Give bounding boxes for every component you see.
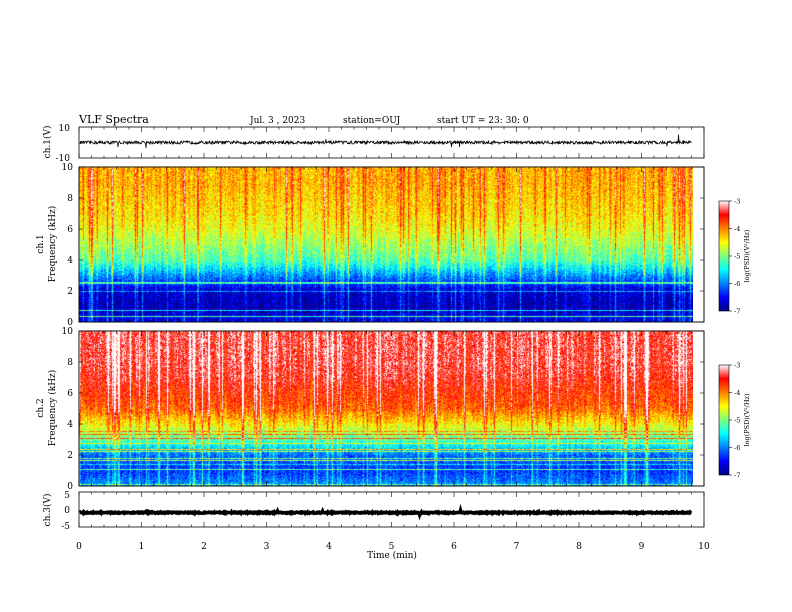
- time-tick-label: 6: [451, 542, 457, 552]
- ch1-ytick-bottom: -10: [56, 154, 71, 164]
- ch1-colorbar-ticks: -3 -4 -5 -6 -7: [729, 198, 740, 316]
- colorbar-tick-label: -4: [734, 225, 740, 233]
- ch1-colorbar: -3 -4 -5 -6 -7 log(PSD)(V²/Hz): [718, 198, 751, 316]
- colorbar-tick-label: -5: [734, 417, 740, 425]
- frequency-tick-label: 6: [67, 389, 73, 399]
- ch2-spectrogram-ytick-labels: 0 2 4 6 8 10: [62, 327, 704, 492]
- frequency-tick-label: 10: [62, 163, 74, 173]
- ch3-ytick-top: 5: [64, 491, 70, 501]
- ch3-ytick-mid: 0: [64, 506, 70, 516]
- ch1-ytick-top: 10: [59, 124, 71, 134]
- time-tick-label: 8: [576, 542, 582, 552]
- time-tick-label: 3: [264, 542, 270, 552]
- ch1-spectrogram-ylabel: Frequency (kHz): [47, 206, 58, 283]
- ch3-waveform-ylabel: ch.3(V): [42, 494, 53, 527]
- ch3-waveform-panel: 5 0 -5 ch.3(V): [42, 491, 705, 532]
- ch2-colorbar: -3 -4 -5 -6 -7 log(PSD)(V²/Hz): [718, 362, 751, 480]
- time-axis-tick-labels: 0 1 2 3 4 5 6 7 8 9 10: [76, 542, 710, 552]
- ch2-spectrogram-ylabel: Frequency (kHz): [47, 370, 58, 447]
- ch1-waveform-ylabel: ch.1(V): [42, 126, 53, 159]
- ch2-colorbar-gradient: [718, 364, 730, 476]
- ch2-spectrogram-image: [79, 331, 693, 486]
- header-station: station=OUJ: [343, 116, 401, 126]
- ch1-spectrogram-image: [79, 167, 693, 322]
- ch1-colorbar-label: log(PSD)(V²/Hz): [743, 229, 751, 282]
- colorbar-tick-label: -3: [734, 362, 740, 370]
- ch2-colorbar-ticks: -3 -4 -5 -6 -7: [729, 362, 740, 480]
- ch1-spectrogram-ytick-labels: 0 2 4 6 8 10: [62, 163, 704, 328]
- ch2-spectrogram-ticks: [78, 331, 705, 486]
- colorbar-tick-label: -7: [734, 472, 740, 480]
- ch1-spectrogram-channel-label: ch.1: [36, 234, 46, 253]
- ch3-waveform-trace: [79, 503, 693, 521]
- ch3-waveform-ticks: [78, 492, 705, 527]
- time-tick-label: 2: [201, 542, 207, 552]
- header-start-ut: start UT = 23: 30: 0: [437, 116, 529, 126]
- ch1-spectrogram-panel: 0 2 4 6 8 10 ch.1 Frequency (kHz): [36, 163, 705, 328]
- ch1-waveform-line: [79, 134, 692, 149]
- time-tick-label: 1: [139, 542, 145, 552]
- colorbar-tick-label: -4: [734, 389, 740, 397]
- ch1-spectrogram-ticks: [78, 167, 705, 322]
- frequency-tick-label: 0: [67, 318, 73, 328]
- ch2-colorbar-label: log(PSD)(V²/Hz): [743, 393, 751, 446]
- colorbar-tick-label: -6: [734, 444, 740, 452]
- ch1-waveform-panel: 10 -10 ch.1(V): [42, 124, 705, 164]
- time-axis-label: Time (min): [367, 550, 417, 561]
- time-tick-label: 0: [76, 542, 82, 552]
- colorbar-tick-label: -6: [734, 280, 740, 288]
- frequency-tick-label: 10: [62, 327, 74, 337]
- frequency-tick-label: 0: [67, 482, 73, 492]
- colorbar-tick-label: -3: [734, 198, 740, 206]
- ch2-spectrogram-panel: 0 2 4 6 8 10 ch.2 Frequency (kHz): [36, 327, 705, 492]
- time-tick-label: 4: [326, 542, 332, 552]
- ch3-waveform-frame: [78, 491, 705, 528]
- time-tick-label: 10: [698, 542, 710, 552]
- frequency-tick-label: 4: [67, 420, 73, 430]
- figure-title: VLF Spectra: [78, 113, 149, 126]
- header-date: Jul. 3 , 2023: [249, 116, 305, 126]
- time-tick-label: 5: [389, 542, 395, 552]
- frequency-tick-label: 8: [67, 358, 73, 368]
- ch2-spectrogram-channel-label: ch.2: [36, 398, 46, 417]
- frequency-tick-label: 2: [67, 287, 73, 297]
- frequency-tick-label: 4: [67, 256, 73, 266]
- ch1-colorbar-gradient: [718, 200, 730, 312]
- time-tick-label: 7: [514, 542, 520, 552]
- ch1-waveform-trace: [79, 134, 692, 149]
- ch3-ytick-bottom: -5: [61, 522, 70, 532]
- time-tick-label: 9: [639, 542, 645, 552]
- colorbar-tick-label: -5: [734, 253, 740, 261]
- frequency-tick-label: 6: [67, 225, 73, 235]
- colorbar-tick-label: -7: [734, 308, 740, 316]
- ch3-waveform-line: [79, 503, 693, 521]
- frequency-tick-label: 8: [67, 194, 73, 204]
- ch1-waveform-ticks: [78, 127, 705, 158]
- frequency-tick-label: 2: [67, 451, 73, 461]
